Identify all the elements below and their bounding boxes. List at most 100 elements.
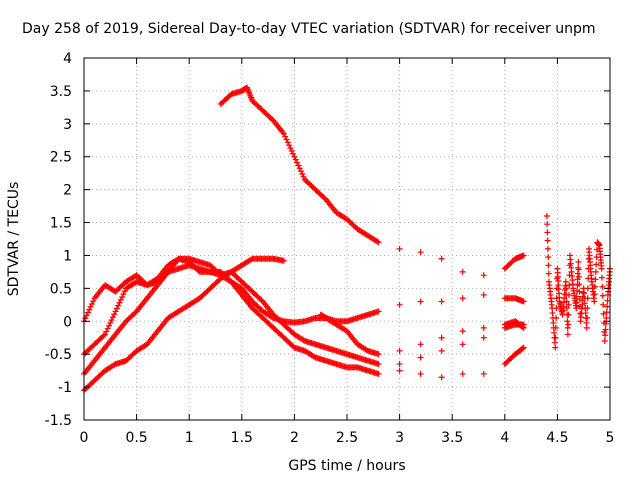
y-tick-label: 4 xyxy=(63,51,72,67)
data-point xyxy=(574,270,581,277)
data-point xyxy=(584,295,591,302)
data-point xyxy=(105,322,112,329)
data-point xyxy=(602,326,609,333)
data-point xyxy=(480,324,487,331)
data-point xyxy=(544,237,551,244)
data-point xyxy=(519,324,526,331)
data-point xyxy=(553,295,560,302)
data-point xyxy=(291,153,298,160)
data-point xyxy=(258,297,265,304)
data-point xyxy=(280,257,287,264)
data-point xyxy=(83,312,90,319)
data-point xyxy=(591,291,598,298)
data-point xyxy=(375,361,382,368)
data-point xyxy=(396,367,403,374)
x-tick-label: 1 xyxy=(185,430,194,446)
data-point xyxy=(115,302,122,309)
data-point xyxy=(438,374,445,381)
series-prn-g xyxy=(543,212,613,351)
data-point xyxy=(593,246,600,253)
data-point xyxy=(600,301,607,308)
data-point xyxy=(592,276,599,283)
data-point xyxy=(311,353,318,360)
data-point xyxy=(121,288,128,295)
grid-layer xyxy=(84,58,610,420)
data-point xyxy=(396,245,403,252)
data-point xyxy=(374,238,381,245)
data-point xyxy=(459,295,466,302)
data-point xyxy=(592,283,599,290)
data-point xyxy=(599,292,606,299)
data-point xyxy=(600,310,607,317)
data-point xyxy=(459,328,466,335)
data-point xyxy=(603,314,610,321)
data-point xyxy=(599,283,606,290)
data-point xyxy=(87,303,94,310)
series-prn-b xyxy=(81,255,287,325)
y-tick-label: 0 xyxy=(63,314,72,330)
data-point xyxy=(544,221,551,228)
data-point xyxy=(112,308,119,315)
data-point xyxy=(375,370,382,377)
x-tick-label: 4 xyxy=(500,430,509,446)
x-tick-label: 3.5 xyxy=(441,430,463,446)
series-prn-f xyxy=(317,311,527,358)
chart-title: Day 258 of 2019, Sidereal Day-to-day VTE… xyxy=(22,21,596,37)
x-tick-label: 2.5 xyxy=(336,430,358,446)
data-point xyxy=(553,314,560,321)
data-point xyxy=(280,130,287,137)
data-point xyxy=(295,162,302,169)
data-point xyxy=(417,249,424,256)
data-point xyxy=(565,291,572,298)
data-point xyxy=(226,277,233,284)
data-point xyxy=(396,361,403,368)
data-point xyxy=(480,291,487,298)
data-point xyxy=(459,370,466,377)
series-layer xyxy=(81,84,613,394)
data-point xyxy=(117,296,124,303)
data-point xyxy=(543,212,550,219)
data-point xyxy=(111,311,118,318)
data-point xyxy=(84,309,91,316)
data-point xyxy=(90,298,97,305)
data-point xyxy=(564,318,571,325)
data-point xyxy=(375,351,382,358)
data-point xyxy=(563,305,570,312)
data-point xyxy=(480,334,487,341)
data-point xyxy=(269,116,276,123)
data-point xyxy=(102,331,109,338)
data-point xyxy=(116,299,123,306)
data-point xyxy=(292,156,299,163)
data-point xyxy=(363,347,370,354)
data-point xyxy=(603,309,610,316)
x-tick-label: 1.5 xyxy=(231,430,253,446)
data-point xyxy=(195,267,202,274)
data-point xyxy=(573,305,580,312)
data-point xyxy=(583,324,590,331)
x-axis-label: GPS time / hours xyxy=(288,458,405,474)
data-point xyxy=(565,311,572,318)
data-point xyxy=(545,270,552,277)
series-prn-d xyxy=(81,255,527,377)
data-point xyxy=(297,168,304,175)
data-point xyxy=(591,298,598,305)
y-tick-label: -1 xyxy=(58,380,72,396)
x-tick-label: 4.5 xyxy=(546,430,568,446)
y-tick-label: 0.5 xyxy=(50,281,72,297)
data-point xyxy=(132,309,139,316)
data-point xyxy=(563,298,570,305)
data-point xyxy=(103,328,110,335)
data-point xyxy=(396,301,403,308)
data-point xyxy=(438,347,445,354)
data-point xyxy=(438,334,445,341)
x-tick-label: 0.5 xyxy=(125,430,147,446)
data-point xyxy=(562,278,569,285)
y-axis-label: SDTVAR / TECUs xyxy=(6,182,22,297)
data-point xyxy=(593,261,600,268)
data-point xyxy=(544,245,551,252)
data-point xyxy=(520,344,527,351)
data-point xyxy=(300,337,307,344)
data-point xyxy=(417,354,424,361)
data-point xyxy=(552,344,559,351)
data-point xyxy=(520,252,527,259)
